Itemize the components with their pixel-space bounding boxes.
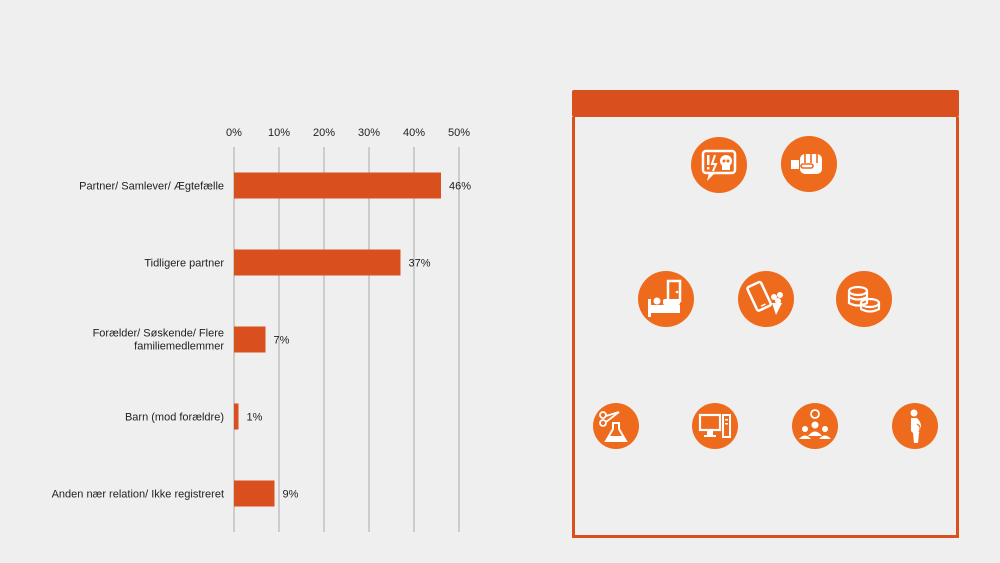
violence-types-panel — [572, 90, 959, 538]
bar — [234, 172, 441, 199]
bar — [234, 249, 401, 276]
bar — [234, 326, 266, 353]
panel-header-bar — [572, 90, 959, 117]
phone-flowers-icon — [738, 271, 794, 327]
value-label: 1% — [247, 412, 263, 424]
bar — [234, 480, 275, 507]
panel-frame — [572, 117, 959, 538]
door-bed-confinement-icon — [638, 271, 694, 327]
category-label: Forælder/ Søskende/ Flere familiemedlemme… — [93, 328, 225, 353]
x-tick-label: 0% — [226, 127, 242, 139]
value-label: 9% — [283, 489, 299, 501]
coins-icon — [836, 271, 892, 327]
value-label: 7% — [274, 335, 290, 347]
bar-chart: 0% 10% 20% 30% 40% 50% Partner/ Samlever/ Ægte… — [52, 127, 471, 532]
scissors-flask-icon — [593, 403, 639, 449]
category-label: Barn (mod forældre) — [125, 412, 224, 424]
x-tick-label: 50% — [448, 127, 470, 139]
category-label: Anden nær relation/ Ikke registreret — [52, 489, 224, 501]
x-tick-label: 20% — [313, 127, 335, 139]
category-label: Tidligere partner — [144, 258, 224, 270]
pregnant-woman-icon — [892, 403, 938, 449]
computer-icon — [692, 403, 738, 449]
value-label: 37% — [409, 258, 431, 270]
group-people-icon — [792, 403, 838, 449]
value-label: 46% — [449, 181, 471, 193]
x-tick-label: 30% — [358, 127, 380, 139]
threat-speech-skull-icon — [691, 137, 747, 193]
bar — [234, 403, 239, 430]
fist-icon — [781, 136, 837, 192]
x-tick-label: 10% — [268, 127, 290, 139]
category-label: Partner/ Samlever/ Ægtefælle — [79, 181, 224, 193]
x-tick-label: 40% — [403, 127, 425, 139]
